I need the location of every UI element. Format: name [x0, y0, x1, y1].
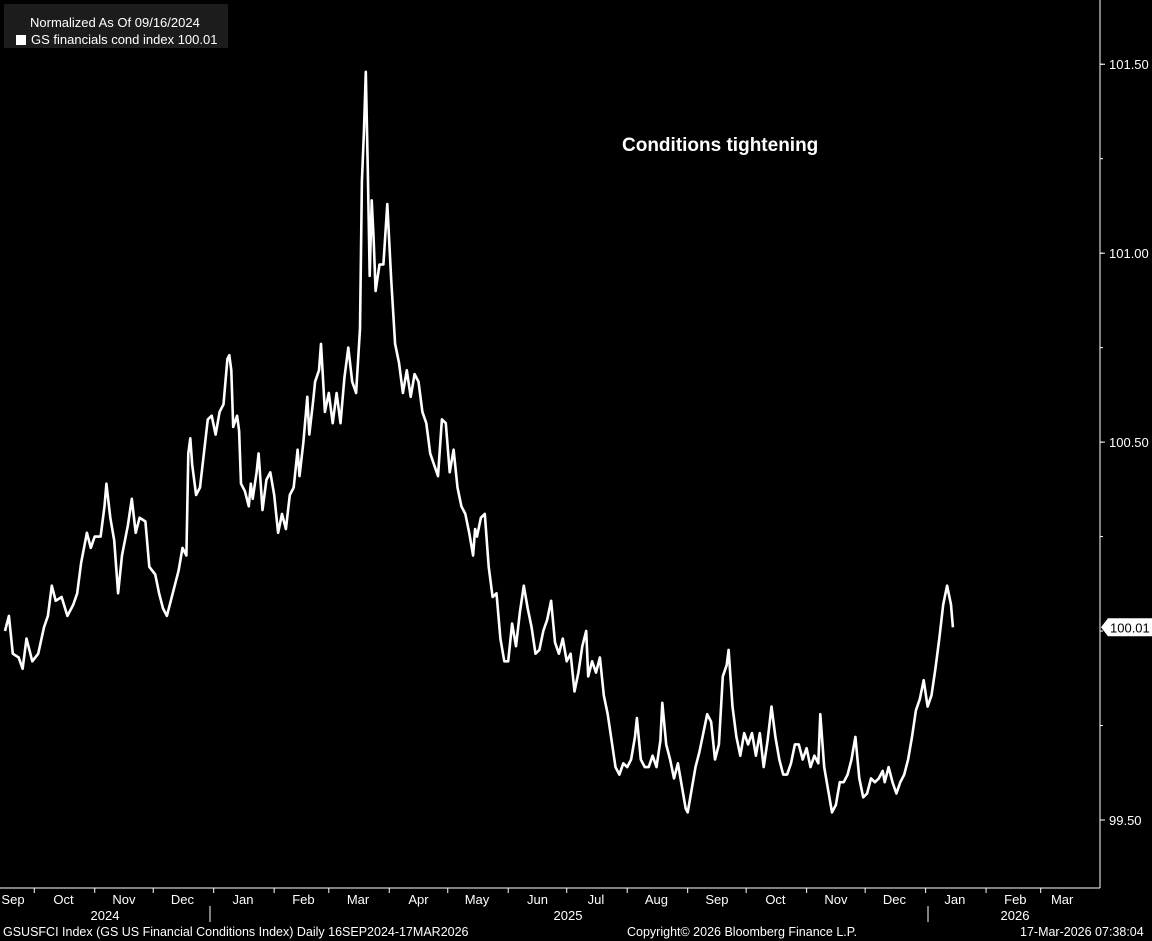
legend-swatch [16, 35, 26, 45]
x-tick-label: Dec [171, 892, 195, 907]
y-tick-label: 99.50 [1109, 813, 1142, 828]
chart-annotation: Conditions tightening [622, 135, 819, 156]
x-tick-label: Oct [53, 892, 74, 907]
x-tick-label: Jul [588, 892, 605, 907]
last-value-marker [1101, 618, 1152, 637]
x-tick-label: Nov [112, 892, 136, 907]
x-tick-label: Sep [705, 892, 728, 907]
series-line [3, 70, 955, 814]
x-tick-label: Nov [824, 892, 848, 907]
x-tick-label: Mar [1051, 892, 1074, 907]
x-tick-label: Apr [408, 892, 429, 907]
legend: Normalized As Of 09/16/2024 GS financial… [4, 4, 228, 48]
x-tick-label: Oct [765, 892, 786, 907]
x-year-label: 2024 [91, 908, 120, 923]
x-tick-label: Dec [883, 892, 907, 907]
footer-copyright: Copyright© 2026 Bloomberg Finance L.P. [627, 925, 857, 939]
x-tick-label: Feb [292, 892, 314, 907]
x-year-label: 2026 [1001, 908, 1030, 923]
last-value-label: 100.01 [1110, 620, 1150, 635]
footer-source: GSUSFCI Index (GS US Financial Condition… [3, 925, 469, 939]
x-tick-label: Mar [347, 892, 370, 907]
x-tick-label: May [465, 892, 490, 907]
y-tick-label: 100.50 [1109, 435, 1149, 450]
x-tick-label: Aug [645, 892, 668, 907]
legend-entry: GS financials cond index 100.01 [31, 32, 218, 47]
x-year-label: 2025 [554, 908, 583, 923]
x-tick-label: Feb [1004, 892, 1026, 907]
x-tick-label: Sep [1, 892, 24, 907]
x-tick-label: Jan [232, 892, 253, 907]
legend-title: Normalized As Of 09/16/2024 [30, 15, 200, 30]
footer-timestamp: 17-Mar-2026 07:38:04 [1020, 925, 1144, 939]
y-tick-label: 101.00 [1109, 246, 1149, 261]
x-tick-label: Jun [527, 892, 548, 907]
plot-area [3, 70, 955, 814]
x-tick-label: Jan [944, 892, 965, 907]
y-tick-label: 101.50 [1109, 57, 1149, 72]
